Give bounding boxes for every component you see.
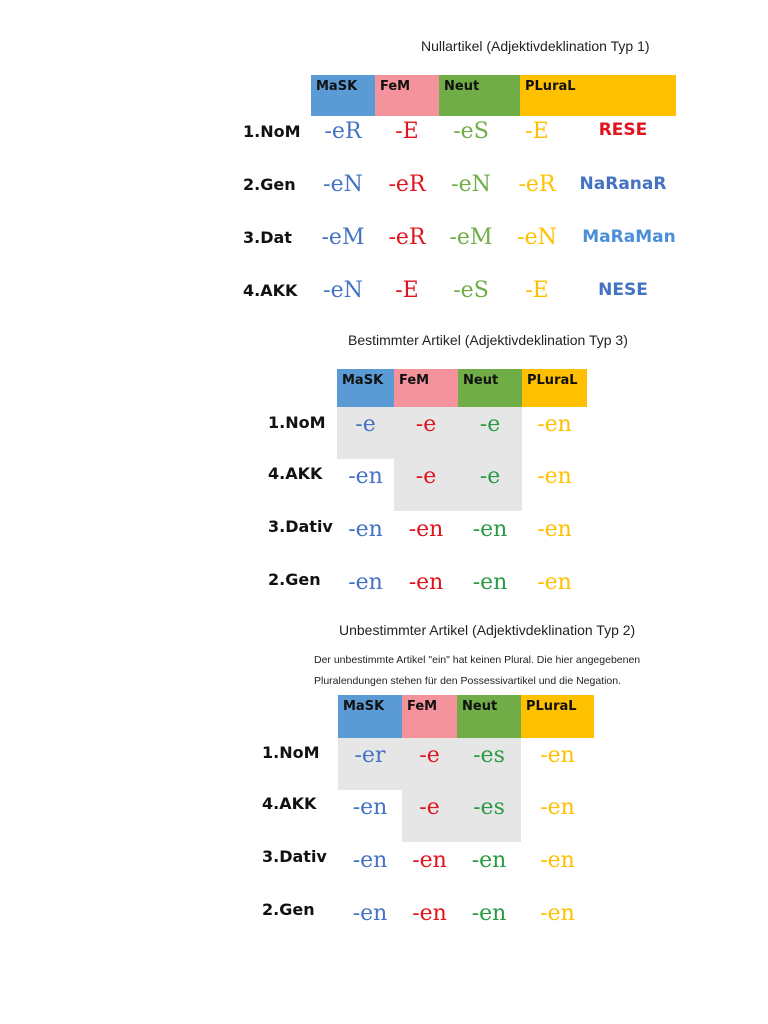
note-line: Pluralendungen stehen für den Possessiva…	[314, 675, 622, 687]
ending-fem: -E	[395, 119, 419, 144]
ending-mask: -eM	[321, 225, 365, 250]
header-plural-cell: PLuraL	[520, 75, 676, 116]
ending-neut: -en	[472, 570, 508, 595]
def-section-title: Bestimmter Artikel (Adjektivdeklination …	[348, 332, 628, 348]
shaded-region	[338, 738, 521, 790]
ending-fem: -e	[419, 743, 440, 768]
ending-mask: -en	[352, 901, 388, 926]
case-label: 3.Dativ	[268, 517, 333, 536]
ending-plural: -E	[525, 278, 549, 303]
ending-plural: -en	[537, 517, 572, 542]
ending-plural: -eN	[517, 225, 557, 250]
ending-mask: -eR	[324, 119, 362, 144]
header-neut-cell: Neut	[439, 75, 520, 116]
ending-fem: -en	[408, 570, 444, 595]
ending-neut: -es	[473, 743, 505, 768]
ending-mask: -eN	[323, 278, 363, 303]
ending-neut: -e	[479, 412, 501, 437]
header-mask-cell: MaSK	[311, 75, 375, 116]
header-fem-cell: FeM	[375, 75, 439, 116]
header-neut-cell: Neut	[457, 695, 521, 738]
ending-plural: -en	[537, 570, 572, 595]
ending-mask: -en	[348, 464, 383, 489]
ending-mask: -en	[348, 570, 383, 595]
mnemonic-word: RESE	[598, 120, 648, 140]
ending-neut: -en	[471, 848, 507, 873]
ending-plural: -en	[537, 412, 572, 437]
ending-fem: -en	[412, 901, 447, 926]
ending-plural: -E	[525, 119, 549, 144]
case-label: 2.Gen	[262, 900, 315, 919]
ending-fem: -e	[419, 795, 440, 820]
ending-plural: -en	[540, 848, 575, 873]
shaded-region	[402, 790, 521, 842]
ending-plural: -eR	[518, 172, 556, 197]
header-fem-cell: FeM	[402, 695, 457, 738]
ending-plural: -en	[540, 743, 575, 768]
shaded-region	[337, 407, 522, 459]
ending-fem: -en	[412, 848, 447, 873]
case-label: 2.Gen	[268, 570, 321, 589]
mnemonic-word: MaRaMan	[582, 227, 676, 247]
ending-plural: -en	[540, 795, 575, 820]
header-mask-cell: MaSK	[338, 695, 402, 738]
ending-plural: -en	[537, 464, 572, 489]
header-plural-cell: PLuraL	[521, 695, 594, 738]
case-label: 1.NoM	[262, 743, 320, 762]
ending-mask: -en	[352, 795, 388, 820]
case-label: 4.AKK	[262, 794, 317, 813]
case-label: 1.NoM	[243, 122, 301, 141]
ending-mask: -en	[348, 517, 383, 542]
indef-section-title: Unbestimmter Artikel (Adjektivdeklinatio…	[339, 622, 636, 638]
header-neut-cell: Neut	[458, 369, 522, 407]
mnemonic-text: MaRaMan	[576, 227, 682, 247]
case-label: 3.Dativ	[262, 847, 327, 866]
ending-neut: -eM	[449, 225, 493, 250]
note-line: Der unbestimmte Artikel "ein" hat keinen…	[314, 654, 641, 666]
ending-neut: -en	[472, 517, 508, 542]
mnemonic-text: NaRanaR	[570, 174, 676, 194]
ending-neut: -eS	[453, 119, 489, 144]
ending-neut: -eS	[453, 278, 489, 303]
header-fem-cell: FeM	[394, 369, 458, 407]
ending-mask: -er	[354, 743, 386, 768]
ending-fem: -eR	[388, 172, 426, 197]
ending-mask: -en	[352, 848, 388, 873]
mnemonic-word: NaRanaR	[579, 174, 667, 194]
ending-mask: -eN	[323, 172, 363, 197]
ending-fem: -e	[415, 412, 437, 437]
case-label: 4.AKK	[268, 464, 323, 483]
case-label: 3.Dat	[243, 228, 292, 247]
ending-fem: -e	[415, 464, 437, 489]
mnemonic-word: NESE	[598, 280, 648, 300]
ending-neut: -e	[479, 464, 501, 489]
mnemonic-text: NESE	[570, 280, 676, 300]
header-plural-cell: PLuraL	[522, 369, 587, 407]
ending-fem: -eR	[388, 225, 426, 250]
ending-fem: -E	[395, 278, 419, 303]
case-label: 4.AKK	[243, 281, 298, 300]
header-mask-cell: MaSK	[337, 369, 394, 407]
plural-note: Der unbestimmte Artikel "ein" hat keinen…	[314, 650, 714, 692]
ending-mask: -e	[355, 412, 376, 437]
shaded-region	[394, 459, 522, 511]
ending-neut: -en	[471, 901, 507, 926]
null-section-title: Nullartikel (Adjektivdeklination Typ 1)	[421, 38, 650, 54]
mnemonic-text: RESE	[570, 120, 676, 140]
case-label: 2.Gen	[243, 175, 296, 194]
ending-neut: -eN	[451, 172, 491, 197]
ending-neut: -es	[473, 795, 505, 820]
ending-plural: -en	[540, 901, 575, 926]
case-label: 1.NoM	[268, 413, 326, 432]
ending-fem: -en	[408, 517, 444, 542]
